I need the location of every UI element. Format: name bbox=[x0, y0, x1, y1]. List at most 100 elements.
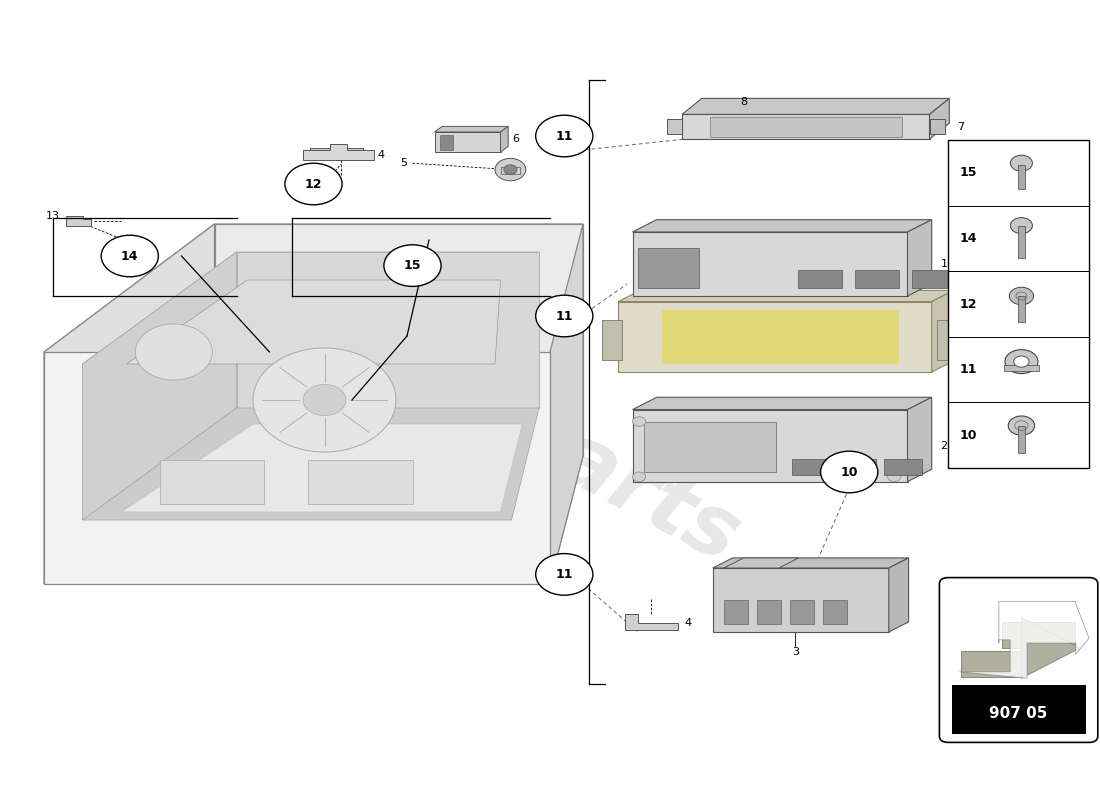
Bar bbox=[500, 167, 520, 174]
Polygon shape bbox=[632, 220, 932, 232]
Bar bbox=[1019, 426, 1025, 453]
Polygon shape bbox=[44, 224, 583, 352]
Circle shape bbox=[1014, 356, 1030, 367]
Text: 3: 3 bbox=[792, 647, 799, 657]
Circle shape bbox=[536, 554, 593, 595]
Text: electricparts: electricparts bbox=[170, 218, 754, 582]
Polygon shape bbox=[44, 352, 550, 584]
Circle shape bbox=[632, 417, 646, 426]
Text: 6: 6 bbox=[513, 134, 519, 144]
Polygon shape bbox=[500, 126, 508, 152]
Text: 15: 15 bbox=[404, 259, 421, 272]
Text: 14: 14 bbox=[959, 232, 977, 245]
Bar bbox=[160, 460, 264, 504]
Circle shape bbox=[504, 165, 517, 174]
Bar bbox=[638, 248, 698, 288]
Polygon shape bbox=[82, 252, 539, 364]
Circle shape bbox=[101, 235, 158, 277]
Polygon shape bbox=[550, 224, 583, 584]
Circle shape bbox=[384, 245, 441, 286]
Polygon shape bbox=[930, 98, 949, 139]
Text: 14: 14 bbox=[121, 250, 139, 262]
Text: 12: 12 bbox=[959, 298, 977, 310]
Polygon shape bbox=[667, 119, 682, 134]
Polygon shape bbox=[932, 290, 954, 372]
Text: 10: 10 bbox=[959, 429, 977, 442]
Bar bbox=[838, 459, 876, 475]
Polygon shape bbox=[618, 290, 954, 302]
Bar bbox=[710, 117, 902, 137]
Text: 11: 11 bbox=[959, 363, 977, 376]
Bar bbox=[952, 685, 1086, 734]
Bar bbox=[1002, 622, 1075, 648]
Circle shape bbox=[1009, 416, 1035, 435]
Polygon shape bbox=[889, 558, 909, 632]
Bar bbox=[1019, 296, 1025, 322]
Text: 1: 1 bbox=[940, 259, 947, 269]
Circle shape bbox=[1011, 218, 1033, 234]
Bar bbox=[308, 460, 412, 504]
Polygon shape bbox=[632, 232, 908, 296]
Bar bbox=[948, 140, 1089, 468]
Polygon shape bbox=[121, 424, 522, 512]
Circle shape bbox=[536, 295, 593, 337]
Text: 10: 10 bbox=[840, 466, 858, 478]
Bar bbox=[724, 600, 748, 624]
Circle shape bbox=[888, 472, 901, 482]
Bar bbox=[961, 651, 1021, 677]
Polygon shape bbox=[724, 558, 799, 568]
Polygon shape bbox=[682, 98, 949, 114]
Bar bbox=[912, 270, 956, 288]
Bar bbox=[855, 270, 899, 288]
Polygon shape bbox=[713, 558, 909, 568]
Circle shape bbox=[253, 348, 396, 452]
Bar bbox=[792, 459, 829, 475]
Polygon shape bbox=[713, 568, 889, 632]
Text: 2: 2 bbox=[940, 441, 947, 450]
Text: 9: 9 bbox=[962, 332, 969, 342]
Text: 4: 4 bbox=[684, 618, 691, 628]
Polygon shape bbox=[66, 216, 91, 226]
Bar bbox=[823, 600, 847, 624]
Polygon shape bbox=[930, 119, 945, 134]
Polygon shape bbox=[82, 408, 539, 520]
Bar bbox=[790, 600, 814, 624]
Text: 907 05: 907 05 bbox=[989, 706, 1048, 721]
Polygon shape bbox=[434, 132, 500, 152]
Text: 7: 7 bbox=[957, 122, 964, 132]
Polygon shape bbox=[682, 114, 930, 139]
Polygon shape bbox=[214, 224, 583, 456]
Polygon shape bbox=[618, 302, 932, 372]
Polygon shape bbox=[908, 398, 932, 482]
Polygon shape bbox=[236, 252, 539, 408]
Polygon shape bbox=[908, 220, 932, 296]
Polygon shape bbox=[632, 410, 908, 482]
Circle shape bbox=[285, 163, 342, 205]
Circle shape bbox=[1010, 287, 1034, 305]
Text: 4: 4 bbox=[377, 150, 384, 160]
Bar bbox=[1004, 365, 1040, 371]
Text: 11: 11 bbox=[556, 568, 573, 581]
Polygon shape bbox=[625, 614, 678, 630]
Text: a passion for parts since 1985: a passion for parts since 1985 bbox=[338, 440, 586, 584]
Bar bbox=[757, 600, 781, 624]
Circle shape bbox=[495, 158, 526, 181]
Bar bbox=[798, 270, 842, 288]
Circle shape bbox=[821, 451, 878, 493]
Polygon shape bbox=[602, 320, 621, 360]
Polygon shape bbox=[310, 144, 363, 154]
Circle shape bbox=[1011, 155, 1033, 171]
Bar bbox=[884, 459, 922, 475]
Circle shape bbox=[1005, 350, 1038, 374]
Polygon shape bbox=[959, 602, 1089, 678]
Polygon shape bbox=[1022, 618, 1080, 678]
Bar bbox=[1019, 165, 1025, 189]
Text: 15: 15 bbox=[959, 166, 977, 179]
Bar bbox=[1019, 226, 1025, 258]
Polygon shape bbox=[126, 280, 500, 364]
Circle shape bbox=[304, 384, 345, 416]
Polygon shape bbox=[302, 144, 374, 160]
Polygon shape bbox=[44, 224, 214, 584]
Text: 11: 11 bbox=[556, 130, 573, 142]
Text: 12: 12 bbox=[305, 178, 322, 190]
